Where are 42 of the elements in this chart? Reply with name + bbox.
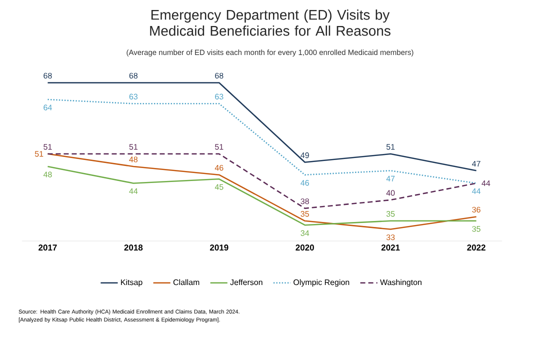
data-label: 51 bbox=[34, 151, 44, 157]
chart-title: Emergency Department (ED) Visits by Medicaid Beneficiaries for All Reasons bbox=[150, 10, 390, 36]
data-label: 44 bbox=[129, 188, 138, 194]
data-label: 64 bbox=[44, 104, 52, 110]
data-label: 48 bbox=[43, 172, 52, 178]
legend-label: Olympic Region bbox=[294, 279, 350, 287]
data-label: 35 bbox=[386, 211, 395, 217]
data-label: 45 bbox=[214, 184, 224, 190]
data-label: 68 bbox=[129, 72, 138, 79]
x-tick-label: 2018 bbox=[124, 244, 143, 251]
x-tick-label: 2017 bbox=[38, 244, 57, 251]
data-label: 44 bbox=[482, 180, 490, 186]
data-label: 51 bbox=[215, 144, 224, 150]
data-label: 51 bbox=[129, 144, 138, 150]
data-label: 63 bbox=[215, 94, 224, 100]
x-tick-label: 2020 bbox=[296, 244, 314, 251]
data-label: 38 bbox=[300, 198, 309, 204]
x-tick-label: 2019 bbox=[210, 244, 228, 251]
data-label: 46 bbox=[214, 164, 224, 171]
data-label: 51 bbox=[44, 144, 52, 150]
data-label: 35 bbox=[472, 226, 480, 232]
data-label: 51 bbox=[386, 144, 395, 150]
data-label: 35 bbox=[300, 211, 309, 217]
data-label: 68 bbox=[215, 72, 224, 79]
legend-label: Jefferson bbox=[230, 279, 262, 286]
data-label: 34 bbox=[300, 230, 310, 236]
data-label: 44 bbox=[472, 188, 481, 194]
data-label: 47 bbox=[386, 176, 395, 182]
data-label: 68 bbox=[44, 72, 52, 79]
data-label: 36 bbox=[472, 206, 480, 213]
data-label: 40 bbox=[386, 190, 395, 196]
data-label: 49 bbox=[300, 152, 309, 158]
data-label: 63 bbox=[129, 94, 138, 100]
x-tick-label: 2021 bbox=[381, 244, 400, 251]
data-label: 46 bbox=[300, 180, 309, 186]
legend-label: Clallam bbox=[173, 279, 200, 286]
x-tick-label: 2022 bbox=[467, 244, 486, 251]
data-label: 48 bbox=[129, 156, 138, 162]
legend-label: Kitsap bbox=[121, 279, 142, 287]
data-label: 47 bbox=[472, 160, 480, 166]
data-label: 33 bbox=[386, 234, 395, 240]
legend-label: Washington bbox=[380, 279, 422, 287]
